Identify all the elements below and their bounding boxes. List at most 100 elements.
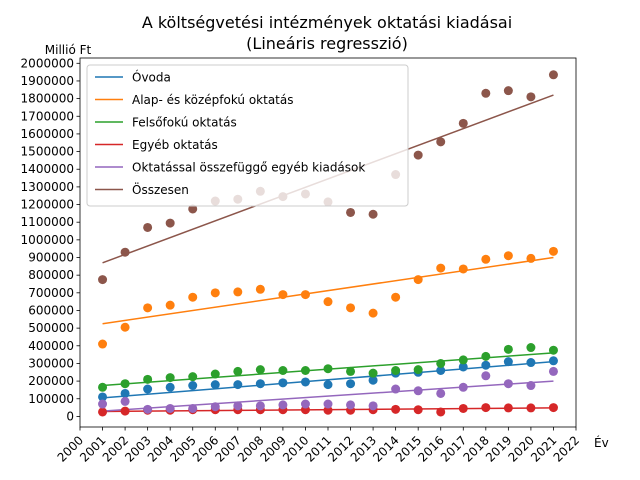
data-point [436, 358, 446, 368]
data-point [210, 369, 220, 379]
data-point [413, 275, 423, 285]
data-point [503, 86, 513, 96]
data-point [300, 377, 310, 387]
legend-label: Oktatással összefüggő egyéb kiadások [132, 161, 365, 175]
y-tick-label: 1000000 [21, 233, 74, 247]
data-point [481, 351, 491, 361]
data-point [278, 290, 288, 300]
data-point [143, 384, 153, 394]
legend-label: Óvoda [132, 70, 171, 85]
data-point [98, 392, 108, 402]
data-point [346, 366, 356, 376]
y-tick-label: 300000 [28, 356, 74, 370]
data-point [98, 382, 108, 392]
data-point [210, 288, 220, 298]
data-point [120, 406, 130, 416]
data-point [120, 396, 130, 406]
legend-box [86, 64, 409, 207]
y-tick-label: 1200000 [21, 198, 74, 212]
x-axis-label: Év [594, 435, 609, 450]
data-point [458, 362, 468, 372]
y-tick-label: 100000 [28, 392, 74, 406]
y-tick-label: 1100000 [21, 215, 74, 229]
data-point [98, 275, 108, 285]
data-point [391, 292, 401, 302]
legend-label: Alap- és középfokú oktatás [132, 93, 294, 107]
data-point [165, 218, 175, 228]
data-point [346, 207, 356, 217]
data-points [98, 70, 558, 417]
data-point [548, 345, 558, 355]
data-point [436, 137, 446, 147]
data-point [503, 357, 513, 367]
data-point [165, 373, 175, 383]
data-point [368, 209, 378, 219]
y-tick-label: 900000 [28, 251, 74, 265]
legend-label: Egyéb oktatás [132, 138, 218, 152]
data-point [255, 401, 265, 411]
data-point [120, 379, 130, 389]
data-point [481, 403, 491, 413]
data-point [526, 403, 536, 413]
data-point [188, 403, 198, 413]
data-point [165, 403, 175, 413]
y-tick-label: 1300000 [21, 180, 74, 194]
data-point [391, 404, 401, 414]
data-point [481, 254, 491, 264]
data-point [368, 368, 378, 378]
data-point [458, 382, 468, 392]
data-point [548, 403, 558, 413]
y-axis-label: Millió Ft [45, 43, 92, 57]
y-tick-label: 400000 [28, 339, 74, 353]
data-point [458, 118, 468, 128]
y-tick-label: 700000 [28, 286, 74, 300]
data-point [278, 366, 288, 376]
data-point [143, 222, 153, 232]
data-point [255, 379, 265, 389]
data-point [233, 287, 243, 297]
data-point [503, 251, 513, 261]
data-point [323, 380, 333, 390]
data-point [323, 364, 333, 374]
data-point [323, 399, 333, 409]
y-tick-label: 1600000 [21, 127, 74, 141]
data-point [526, 381, 536, 391]
chart-subtitle: (Lineáris regresszió) [246, 34, 408, 53]
data-point [548, 356, 558, 366]
data-point [436, 366, 446, 376]
x-tick-label: 2022 [551, 433, 582, 464]
data-point [413, 386, 423, 396]
data-point [323, 297, 333, 307]
data-point [233, 401, 243, 411]
data-point [98, 399, 108, 409]
y-tick-label: 500000 [28, 321, 74, 335]
data-point [368, 375, 378, 385]
chart-title: A költségvetési intézmények oktatási kia… [142, 13, 512, 32]
trend-line [102, 256, 554, 325]
data-point [413, 365, 423, 375]
data-point [413, 150, 423, 160]
data-point [165, 300, 175, 310]
data-point [300, 366, 310, 376]
y-tick-label: 1500000 [21, 145, 74, 159]
data-point [548, 246, 558, 256]
y-tick-label: 1400000 [21, 162, 74, 176]
y-tick-label: 0 [66, 409, 74, 423]
y-tick-label: 800000 [28, 268, 74, 282]
data-point [413, 405, 423, 415]
data-point [481, 371, 491, 381]
data-point [255, 365, 265, 375]
data-point [548, 366, 558, 376]
data-point [210, 402, 220, 412]
data-point [323, 405, 333, 415]
data-point [188, 372, 198, 382]
data-point [255, 284, 265, 294]
data-point [278, 378, 288, 388]
y-tick-label: 1900000 [21, 74, 74, 88]
data-point [346, 303, 356, 313]
legend-label: Összesen [132, 181, 189, 197]
data-point [120, 322, 130, 332]
data-point [188, 292, 198, 302]
data-point [481, 88, 491, 98]
data-point [233, 380, 243, 390]
